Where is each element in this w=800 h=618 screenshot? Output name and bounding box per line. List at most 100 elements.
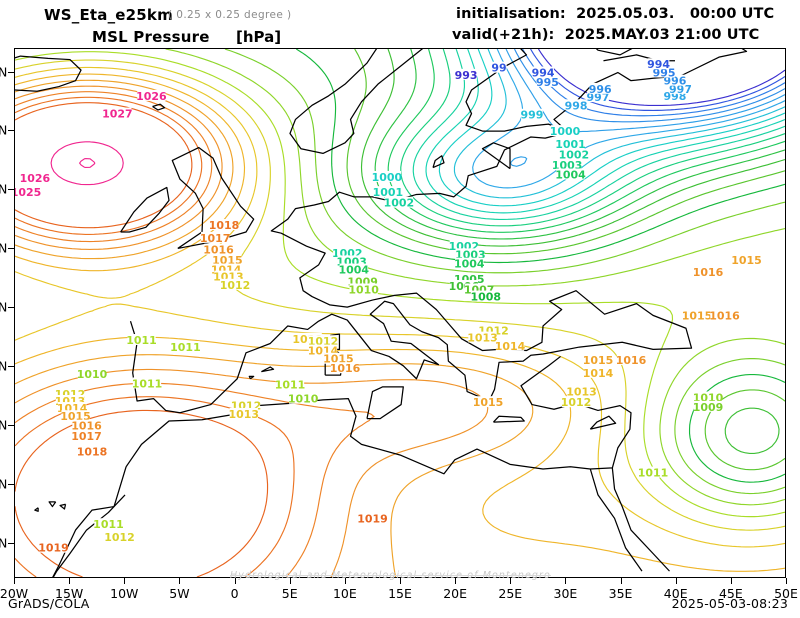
latitude-tick [8, 71, 14, 73]
contour-value-label: 994 [532, 67, 555, 80]
contour-label-backing [449, 240, 478, 252]
contour-value-label: 1011 [93, 518, 124, 531]
coastline-path [15, 55, 82, 92]
longitude-tick [455, 578, 457, 584]
contour-label-backing [55, 388, 85, 399]
contour-label-backing [456, 248, 485, 260]
isobar-1011 [15, 51, 785, 518]
contour-label-backing [384, 196, 414, 208]
contour-value-label: 1001 [555, 138, 586, 151]
contour-value-label: 1011 [275, 379, 306, 392]
isobar-1026 [78, 158, 96, 169]
valid-time-label: valid(+21h): 2025.MAY.03 21:00 UTC [452, 27, 760, 43]
contour-label-backing [532, 66, 554, 78]
contour-value-label: 99 [491, 62, 506, 75]
longitude-tick-label: 20W [0, 586, 29, 601]
isobar-1017 [15, 382, 375, 577]
initialisation-time-label: initialisation: 2025.05.03. 00:00 UTC [456, 6, 775, 22]
contour-label-backing [211, 263, 241, 275]
isobar-1009 [674, 358, 785, 495]
contour-value-label: 1019 [357, 512, 388, 525]
contour-value-label: 1011 [126, 334, 157, 347]
longitude-tick [510, 578, 512, 584]
contour-label-backing [77, 445, 107, 457]
longitude-tick [124, 578, 126, 584]
contour-value-label: 997 [587, 91, 610, 104]
coastline-path [248, 375, 255, 380]
contour-label-backing [57, 402, 87, 414]
longitude-tick-label: 5E [281, 586, 298, 601]
coastline-path [152, 103, 166, 111]
isobar-1015 [15, 354, 534, 577]
contour-label-backing [213, 254, 242, 266]
contour-label-backing [275, 378, 305, 390]
contour-value-label: 1013 [566, 386, 597, 399]
isobar-1013 [15, 66, 258, 299]
coastline-path [261, 366, 275, 373]
generation-timestamp-label: 2025-05-03-08:23 [671, 596, 788, 611]
map-plot-area: 1027102610261025101810171016101510141013… [14, 48, 786, 578]
longitude-tick [565, 578, 567, 584]
contour-label-backing [220, 278, 250, 290]
contour-value-label: 1016 [693, 266, 724, 279]
contour-label-backing [214, 270, 243, 282]
contour-value-label: 1025 [15, 186, 41, 199]
longitude-tick [234, 578, 236, 584]
contour-value-label: 1004 [339, 264, 370, 277]
contour-label-backing [565, 99, 587, 111]
contour-label-backing [693, 265, 723, 277]
longitude-tick-label: 50E [774, 586, 798, 601]
contour-label-backing [732, 254, 761, 266]
contour-value-label: 1001 [373, 186, 404, 199]
contour-label-backing [536, 75, 559, 87]
isobar-1010 [165, 49, 785, 287]
contour-value-label: 1014 [495, 340, 526, 353]
contour-label-backing [55, 394, 85, 406]
contour-value-label: 1027 [102, 108, 133, 121]
model-resolution-label: ( 0.25 x 0.25 degree ) [168, 9, 292, 21]
isobar-1003 [400, 49, 785, 227]
isobar-1018 [15, 96, 203, 235]
contour-value-label: 1012 [104, 531, 135, 544]
contour-value-label: 1004 [555, 169, 586, 182]
contour-label-backing [669, 82, 692, 94]
contour-label-backing [201, 231, 230, 243]
contour-label-backing [491, 61, 507, 73]
latitude-tick [8, 248, 14, 250]
contour-value-label: 1018 [209, 219, 240, 232]
contour-label-backing [479, 324, 508, 336]
contour-value-label: 1013 [467, 332, 498, 345]
latitude-tick [8, 542, 14, 544]
contour-label-backing [559, 148, 589, 160]
contour-label-backing [231, 399, 261, 411]
contour-label-backing [103, 107, 132, 119]
contour-value-label: 1019 [38, 542, 69, 555]
contour-label-backing [471, 290, 500, 302]
contour-value-label: 1008 [471, 291, 502, 304]
isobar-1019 [15, 409, 269, 577]
model-name-label: WS_Eta_e25km [44, 6, 173, 24]
longitude-tick-label: 15E [388, 586, 412, 601]
longitude-tick-label: 20E [443, 586, 468, 601]
longitude-tick [786, 578, 787, 584]
contour-value-label: 1011 [132, 377, 163, 390]
contour-label-backing [567, 385, 596, 397]
coastline-path [481, 142, 511, 170]
contour-label-backing [72, 419, 101, 431]
contour-label-backing [293, 332, 322, 344]
contour-map-svg: 1027102610261025101810171016101510141013… [15, 49, 785, 577]
contour-value-label: 1012 [561, 396, 592, 409]
contour-value-label: 1015 [583, 354, 614, 367]
contour-value-label: 1000 [550, 125, 581, 138]
latitude-tick-label: N [0, 122, 8, 138]
longitude-tick [675, 578, 677, 584]
contour-label-backing [72, 430, 101, 442]
coastline-path [125, 355, 632, 475]
coastline-path [366, 386, 404, 420]
contour-value-label: 1011 [170, 341, 201, 354]
contour-value-label: 1016 [616, 354, 647, 367]
contour-value-label: 1012 [220, 279, 251, 292]
isobar-1017 [15, 91, 213, 243]
isobar-998 [472, 49, 785, 189]
